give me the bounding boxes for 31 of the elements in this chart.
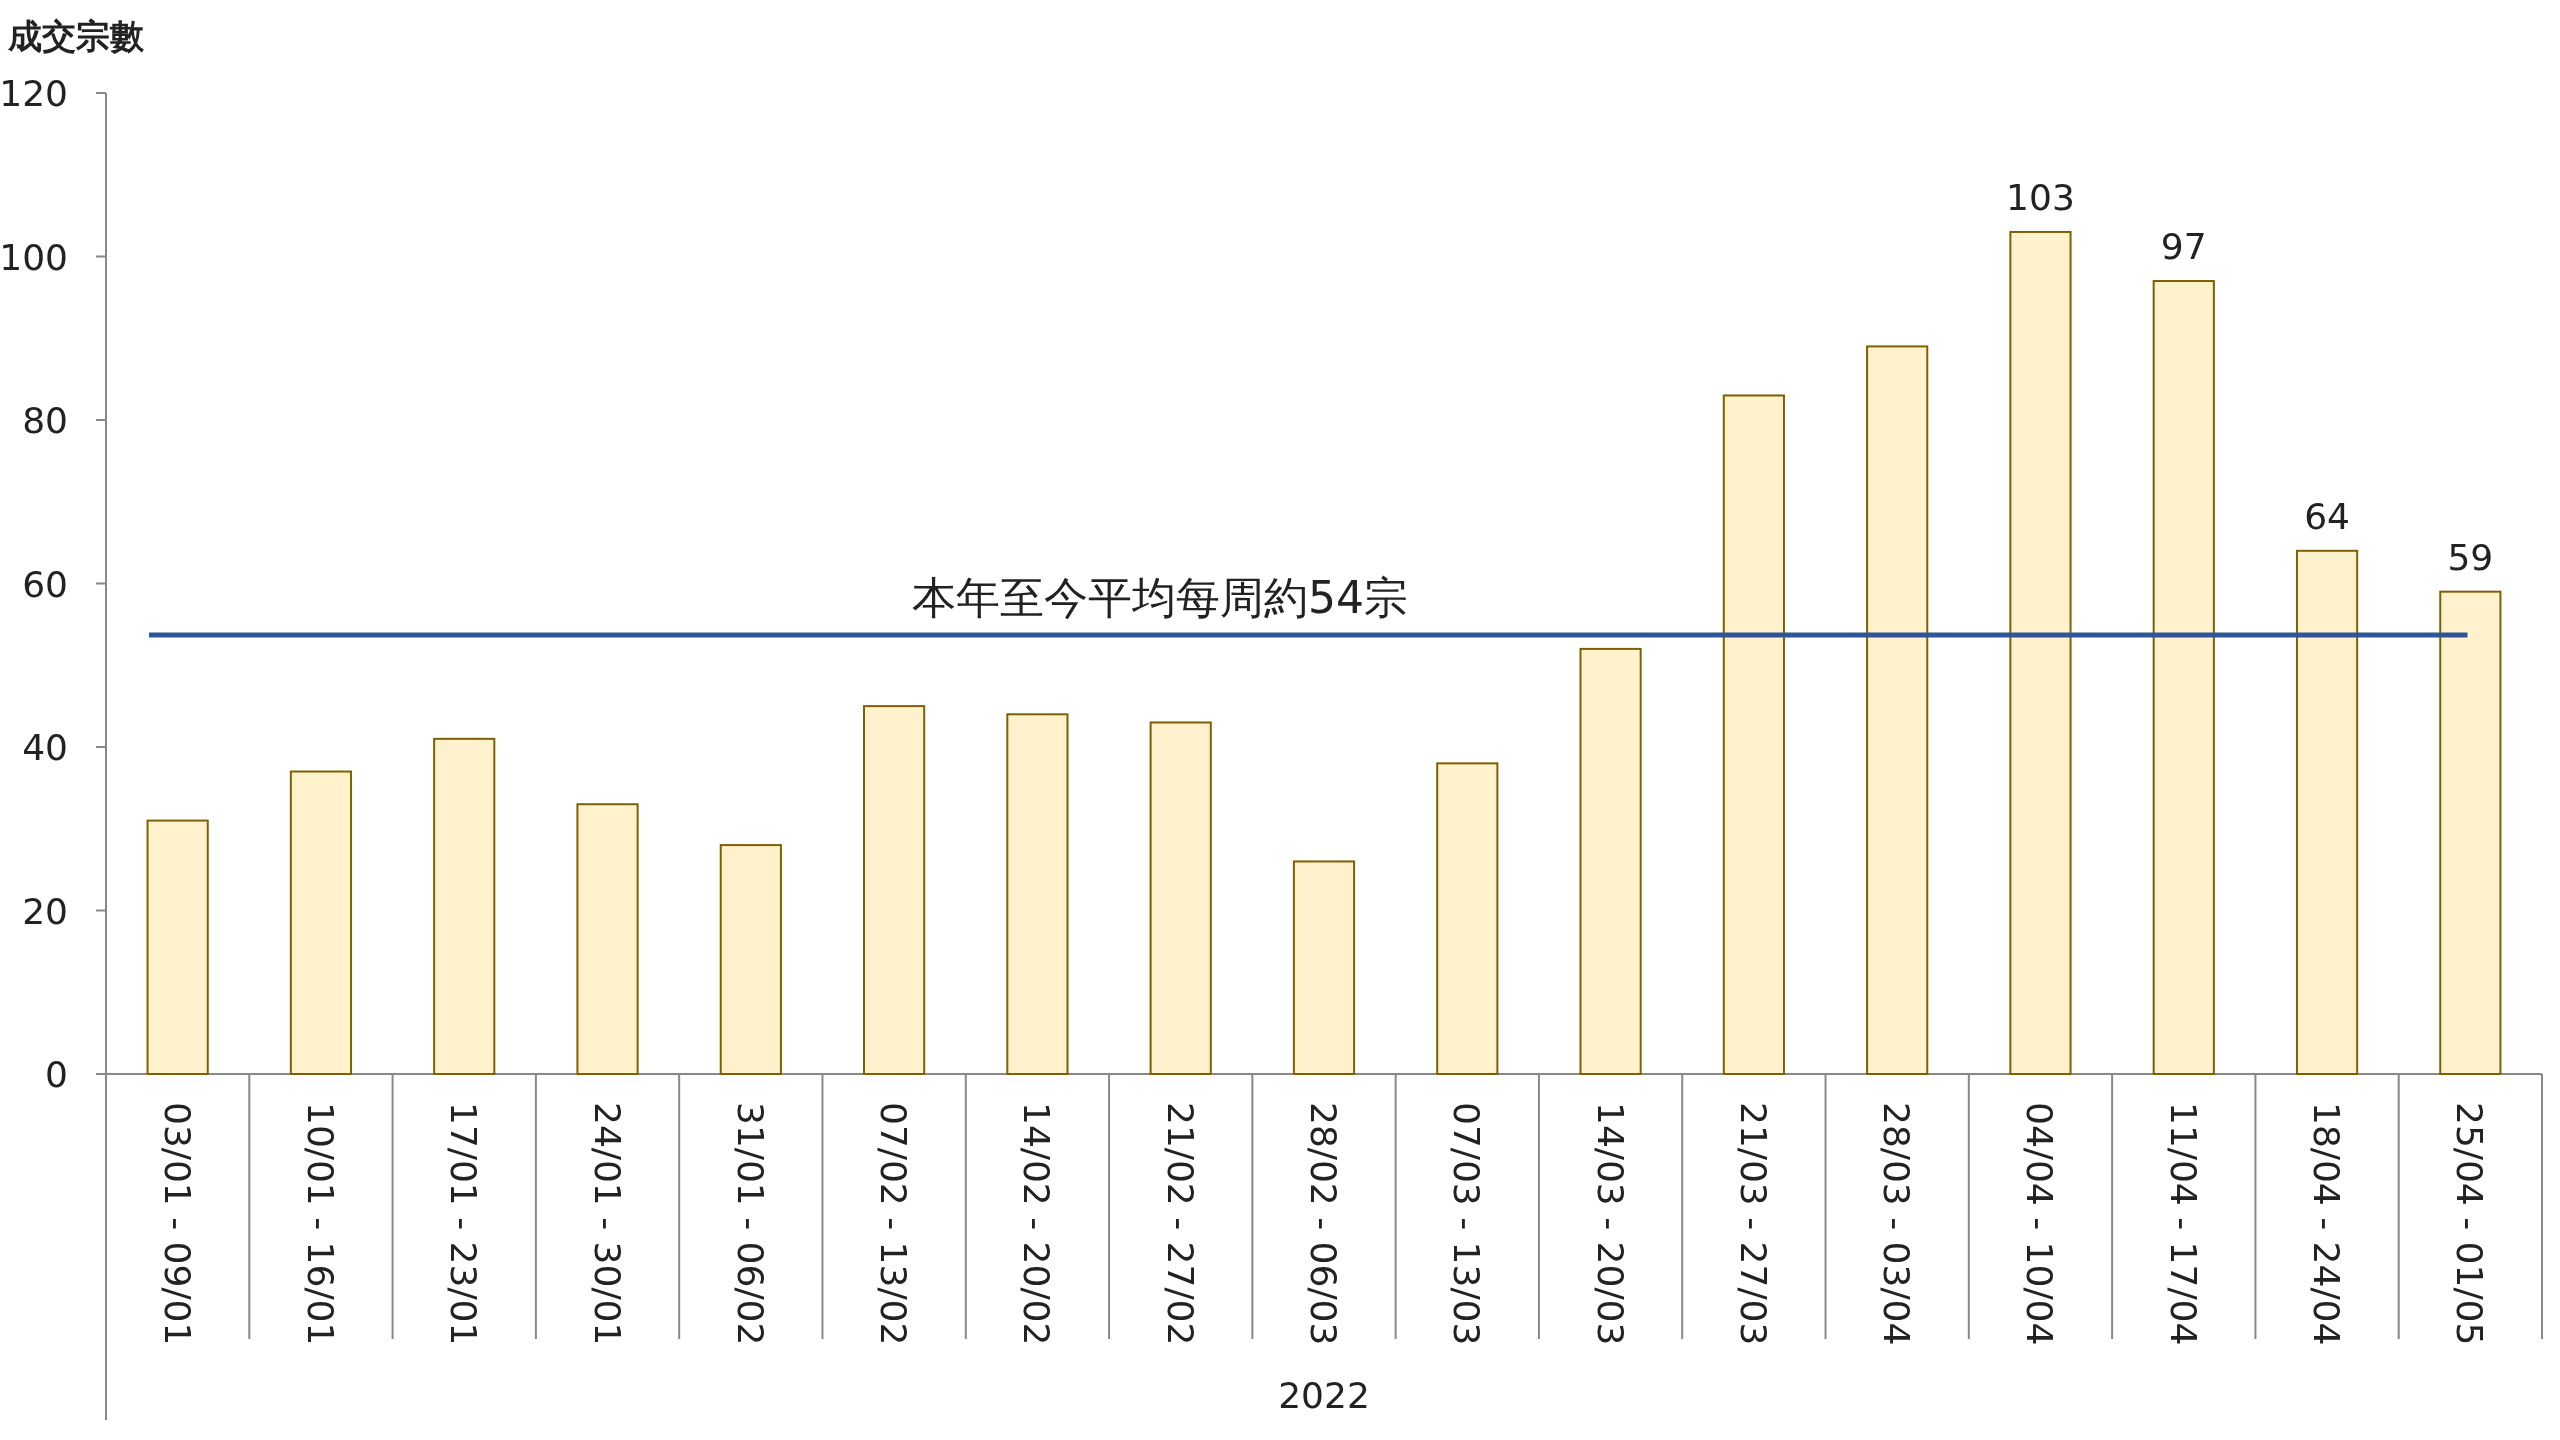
x-tick-label: 28/03 - 03/04 xyxy=(1876,1102,1918,1346)
x-tick-label: 11/04 - 17/04 xyxy=(2162,1102,2204,1346)
ref-line-label: 本年至今平均每周約54宗 xyxy=(912,572,1408,623)
data-label: 59 xyxy=(2447,536,2494,578)
y-tick-label: 40 xyxy=(22,727,68,768)
y-tick-label: 80 xyxy=(22,400,68,441)
y-tick-label: 100 xyxy=(0,236,68,278)
x-tick-label: 28/02 - 06/03 xyxy=(1303,1102,1344,1346)
x-tick-label: 18/04 - 24/04 xyxy=(2306,1102,2348,1346)
y-tick-label: 20 xyxy=(22,890,68,932)
y-tick-label: 60 xyxy=(22,563,68,605)
y-tick-label: 0 xyxy=(45,1054,68,1095)
data-label: 64 xyxy=(2304,495,2350,537)
x-tick-label: 14/03 - 20/03 xyxy=(1589,1102,1631,1346)
x-tick-label: 17/01 - 23/01 xyxy=(443,1102,485,1346)
x-axis-title: 2022 xyxy=(1278,1375,1370,1416)
y-tick-label: 120 xyxy=(0,73,68,114)
x-tick-label: 25/04 - 01/05 xyxy=(2449,1102,2491,1346)
x-tick-label: 04/04 - 10/04 xyxy=(2019,1102,2061,1346)
x-tick-label: 10/01 - 16/01 xyxy=(299,1102,341,1346)
data-label: 103 xyxy=(2006,176,2075,218)
x-tick-label: 21/02 - 27/02 xyxy=(1159,1102,1201,1346)
x-tick-label: 31/01 - 06/02 xyxy=(729,1102,771,1346)
x-tick-label: 21/03 - 27/03 xyxy=(1732,1102,1774,1346)
x-tick-label: 24/01 - 30/01 xyxy=(586,1102,628,1346)
x-tick-label: 03/01 - 09/01 xyxy=(156,1102,198,1346)
data-label: 97 xyxy=(2160,226,2207,268)
x-tick-label: 14/02 - 20/02 xyxy=(1016,1102,1058,1346)
x-tick-label: 07/02 - 13/02 xyxy=(873,1102,915,1346)
x-tick-label: 07/03 - 13/03 xyxy=(1446,1102,1488,1346)
y-axis-title: 成交宗數 xyxy=(7,16,145,56)
